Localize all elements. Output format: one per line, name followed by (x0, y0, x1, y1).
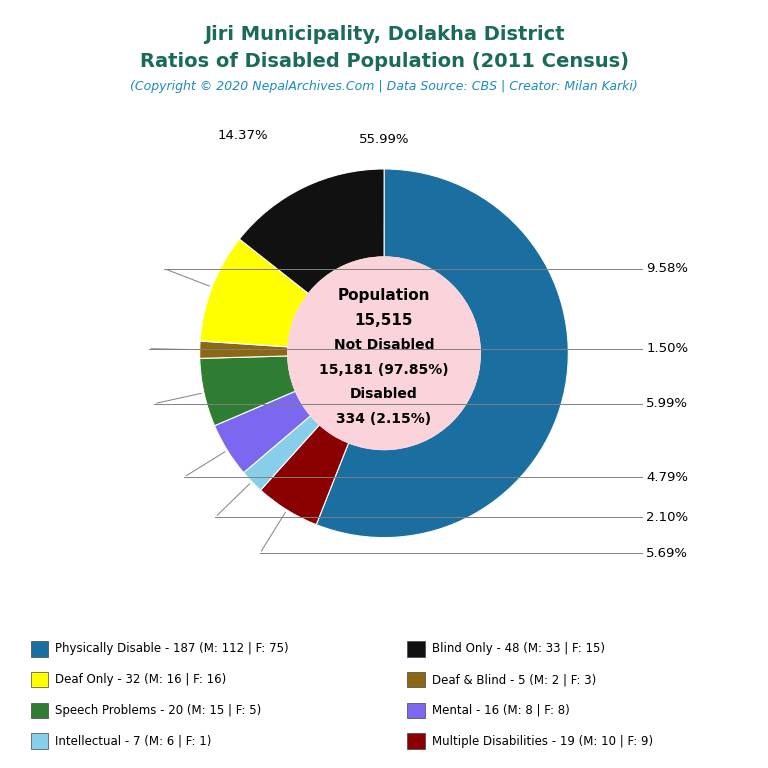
Wedge shape (214, 391, 311, 473)
Text: Mental - 16 (M: 8 | F: 8): Mental - 16 (M: 8 | F: 8) (432, 704, 569, 717)
Text: Intellectual - 7 (M: 6 | F: 1): Intellectual - 7 (M: 6 | F: 1) (55, 735, 212, 747)
Text: Ratios of Disabled Population (2011 Census): Ratios of Disabled Population (2011 Cens… (140, 52, 628, 71)
Text: 14.37%: 14.37% (218, 129, 269, 142)
Text: Multiple Disabilities - 19 (M: 10 | F: 9): Multiple Disabilities - 19 (M: 10 | F: 9… (432, 735, 653, 747)
Text: 2.10%: 2.10% (646, 511, 688, 524)
Text: Not Disabled: Not Disabled (334, 338, 434, 352)
Text: 5.69%: 5.69% (646, 547, 688, 560)
Text: 334 (2.15%): 334 (2.15%) (336, 412, 432, 425)
Text: Population: Population (338, 289, 430, 303)
Text: Deaf & Blind - 5 (M: 2 | F: 3): Deaf & Blind - 5 (M: 2 | F: 3) (432, 674, 596, 686)
Text: Blind Only - 48 (M: 33 | F: 15): Blind Only - 48 (M: 33 | F: 15) (432, 643, 604, 655)
Text: (Copyright © 2020 NepalArchives.Com | Data Source: CBS | Creator: Milan Karki): (Copyright © 2020 NepalArchives.Com | Da… (130, 81, 638, 93)
Text: 1.50%: 1.50% (646, 343, 688, 355)
Text: 4.79%: 4.79% (646, 471, 688, 484)
Text: Deaf Only - 32 (M: 16 | F: 16): Deaf Only - 32 (M: 16 | F: 16) (55, 674, 227, 686)
Wedge shape (240, 169, 384, 293)
Wedge shape (243, 415, 319, 490)
Wedge shape (316, 169, 568, 538)
Circle shape (288, 257, 480, 449)
Text: Disabled: Disabled (350, 387, 418, 401)
Text: Speech Problems - 20 (M: 15 | F: 5): Speech Problems - 20 (M: 15 | F: 5) (55, 704, 262, 717)
Wedge shape (200, 239, 309, 347)
Wedge shape (260, 425, 349, 525)
Text: 55.99%: 55.99% (359, 134, 409, 147)
Text: Physically Disable - 187 (M: 112 | F: 75): Physically Disable - 187 (M: 112 | F: 75… (55, 643, 289, 655)
Text: 15,515: 15,515 (355, 313, 413, 328)
Text: Jiri Municipality, Dolakha District: Jiri Municipality, Dolakha District (204, 25, 564, 44)
Wedge shape (200, 341, 288, 359)
Wedge shape (200, 356, 296, 425)
Text: 9.58%: 9.58% (646, 262, 688, 275)
Text: 15,181 (97.85%): 15,181 (97.85%) (319, 362, 449, 376)
Text: 5.99%: 5.99% (646, 397, 688, 410)
